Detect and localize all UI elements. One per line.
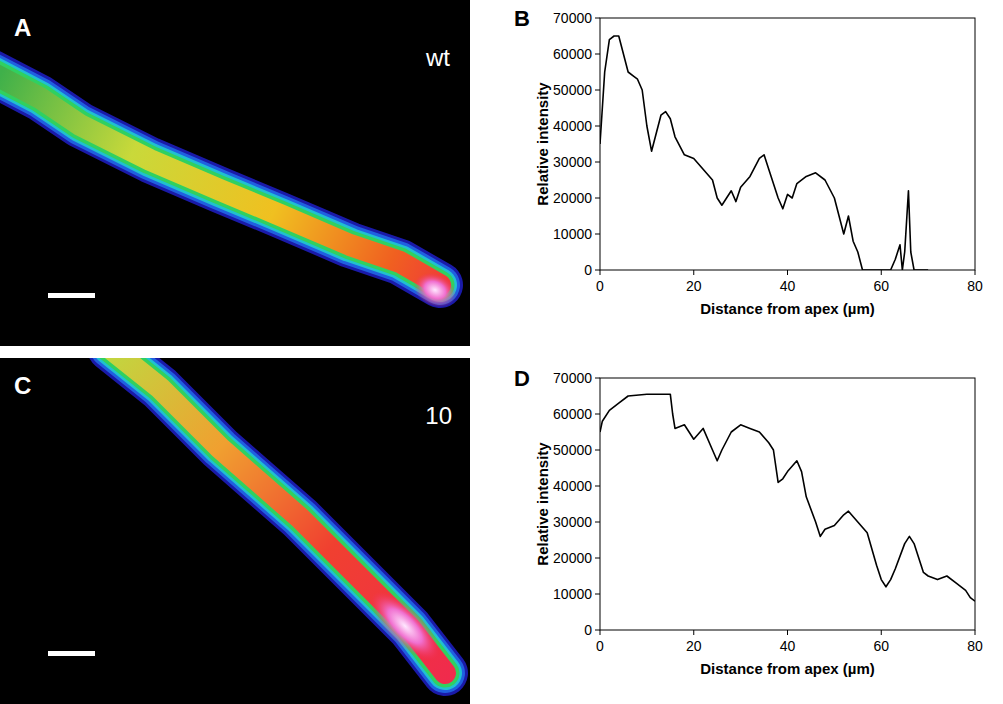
y-tick	[595, 198, 600, 199]
panel-letter: D	[514, 366, 530, 391]
y-tick-label: 50000	[553, 442, 592, 458]
panel-letter: A	[14, 14, 31, 41]
x-tick	[881, 630, 882, 635]
hypha-layer	[0, 72, 440, 285]
plot-lines	[600, 36, 928, 270]
hypha-layer	[0, 72, 440, 285]
y-tick	[595, 594, 600, 595]
panel-letter: B	[514, 6, 530, 31]
hypha	[110, 358, 450, 673]
x-tick	[881, 270, 882, 275]
y-tick-label: 30000	[553, 514, 592, 530]
y-tick-label: 70000	[553, 10, 592, 26]
scale-bar	[48, 651, 95, 656]
plot-lines	[600, 394, 975, 601]
x-tick-label: 20	[686, 278, 702, 294]
x-tick	[600, 630, 601, 635]
hypha-layer	[0, 72, 440, 285]
y-tick	[595, 90, 600, 91]
micrograph: Awt	[0, 0, 470, 346]
x-tick	[975, 270, 976, 275]
y-tick	[595, 630, 600, 631]
y-tick-label: 20000	[553, 190, 592, 206]
x-tick	[975, 630, 976, 635]
intensity-line	[600, 36, 928, 270]
hypha-layer	[0, 72, 440, 285]
y-axis-title: Relative intensity	[534, 82, 551, 206]
y-tick-label: 60000	[553, 406, 592, 422]
x-axis-title: Distance from apex (µm)	[700, 660, 875, 677]
y-tick	[595, 234, 600, 235]
image-background	[0, 358, 470, 704]
micrograph: C 10	[0, 348, 470, 704]
strain-label: wt	[425, 44, 450, 71]
x-tick	[600, 270, 601, 275]
scale-bar	[48, 293, 95, 298]
y-tick	[595, 270, 600, 271]
y-tick	[595, 558, 600, 559]
y-tick-label: 30000	[553, 154, 592, 170]
y-tick	[595, 450, 600, 451]
y-tick	[595, 18, 600, 19]
x-tick-label: 80	[967, 278, 983, 294]
tip-signal	[360, 581, 449, 670]
hypha-layer	[0, 72, 440, 285]
plot-frame	[600, 18, 975, 270]
y-tick-label: 50000	[553, 82, 592, 98]
y-tick-label: 10000	[553, 586, 592, 602]
y-tick-label: 60000	[553, 46, 592, 62]
strain-label: 10	[425, 402, 452, 429]
intensity-line	[600, 394, 975, 601]
x-tick-label: 60	[873, 638, 889, 654]
y-tick-label: 40000	[553, 118, 592, 134]
y-tick	[595, 162, 600, 163]
x-tick	[693, 630, 694, 635]
figure: AwtC100100002000030000400005000060000700…	[0, 0, 1003, 704]
x-tick-label: 40	[780, 638, 796, 654]
chart: 0 10000 20000 30000 40000 50000 60000 70000 0 20 4…	[514, 366, 983, 677]
x-tick-label: 0	[596, 638, 604, 654]
x-tick-label: 80	[967, 638, 983, 654]
x-tick-label: 60	[873, 278, 889, 294]
y-tick	[595, 126, 600, 127]
y-tick-label: 0	[584, 622, 592, 638]
hypha	[0, 72, 462, 314]
y-tick	[595, 522, 600, 523]
x-axis-title: Distance from apex (µm)	[700, 300, 875, 317]
tip-signal	[408, 266, 461, 314]
chart: 0 10000 20000 30000 40000 50000 60000 70000 0 20 4…	[514, 6, 983, 317]
y-axis-title: Relative intensity	[534, 442, 551, 566]
y-tick-label: 40000	[553, 478, 592, 494]
panel-letter: C	[14, 372, 31, 399]
x-tick	[787, 270, 788, 275]
x-tick-label: 0	[596, 278, 604, 294]
y-tick-label: 0	[584, 262, 592, 278]
y-tick	[595, 414, 600, 415]
y-tick-label: 20000	[553, 550, 592, 566]
y-tick	[595, 486, 600, 487]
y-tick	[595, 54, 600, 55]
x-tick-label: 20	[686, 638, 702, 654]
x-tick-label: 40	[780, 278, 796, 294]
y-tick-label: 10000	[553, 226, 592, 242]
y-tick	[595, 378, 600, 379]
plot-frame	[600, 378, 975, 630]
x-tick	[787, 630, 788, 635]
x-tick	[693, 270, 694, 275]
y-tick-label: 70000	[553, 370, 592, 386]
